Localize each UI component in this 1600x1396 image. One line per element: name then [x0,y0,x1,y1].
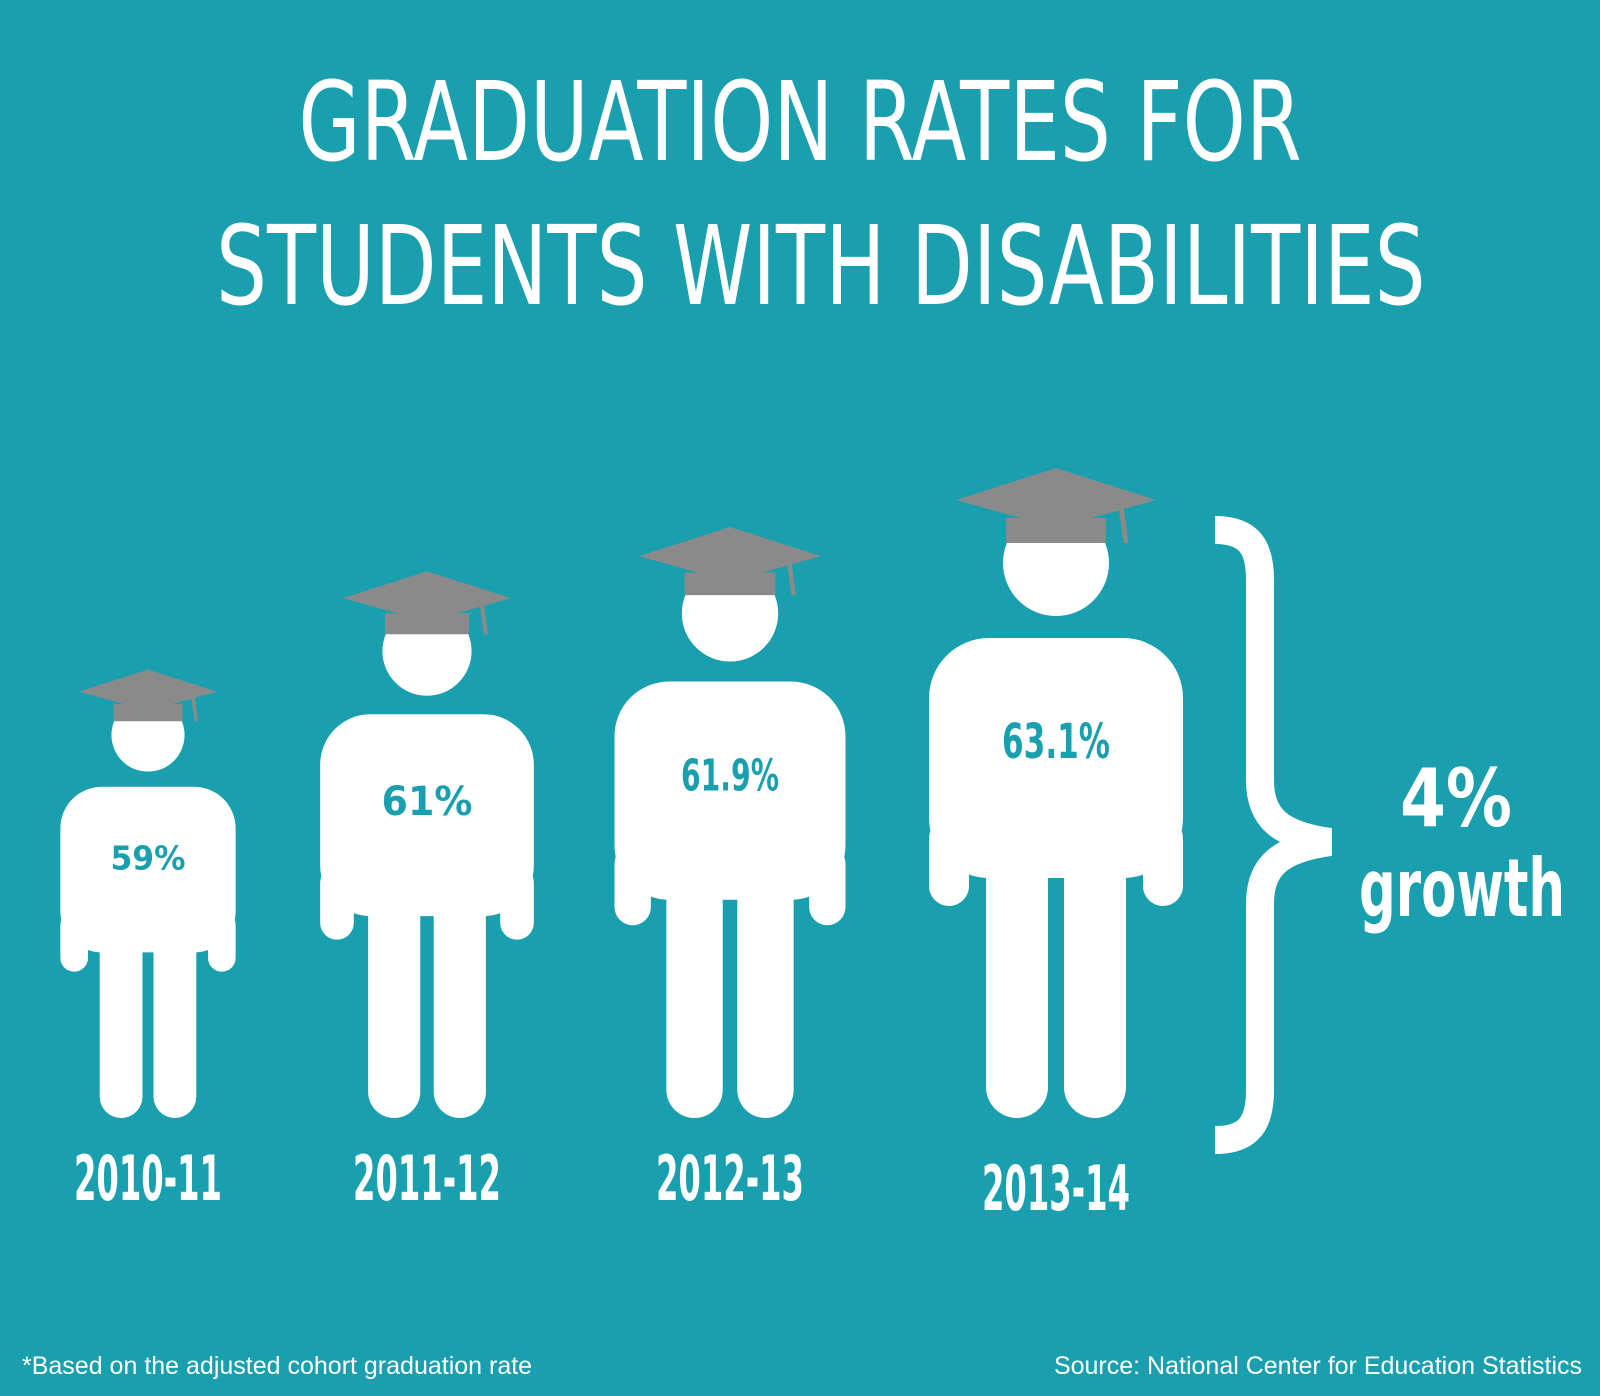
title-line-2: STUDENTS WITH DISABILITIES [216,202,1426,330]
growth-label: growth [1359,842,1565,935]
source-credit: Source: National Center for Education St… [1053,1352,1582,1380]
category-label: 2012-13 [656,1142,804,1215]
growth-value: 4% [1400,752,1512,845]
graduate-figure-2013-14 [929,468,1183,1118]
category-label: 2013-14 [982,1152,1130,1225]
graduate-figure-2012-13 [614,526,846,1118]
footnote: *Based on the adjusted cohort graduation… [22,1352,533,1380]
title-line-1: GRADUATION RATES FOR [298,58,1302,186]
value-label: 59% [111,839,186,878]
growth-brace [1214,516,1333,1154]
value-label: 61.9% [681,751,779,802]
category-label: 2011-12 [353,1142,501,1215]
graduate-figure-2011-12 [320,571,534,1118]
value-label: 61% [382,779,473,825]
category-label: 2010-11 [74,1142,222,1215]
graduate-figure-2010-11 [60,669,236,1118]
value-label: 63.1% [1002,714,1110,770]
